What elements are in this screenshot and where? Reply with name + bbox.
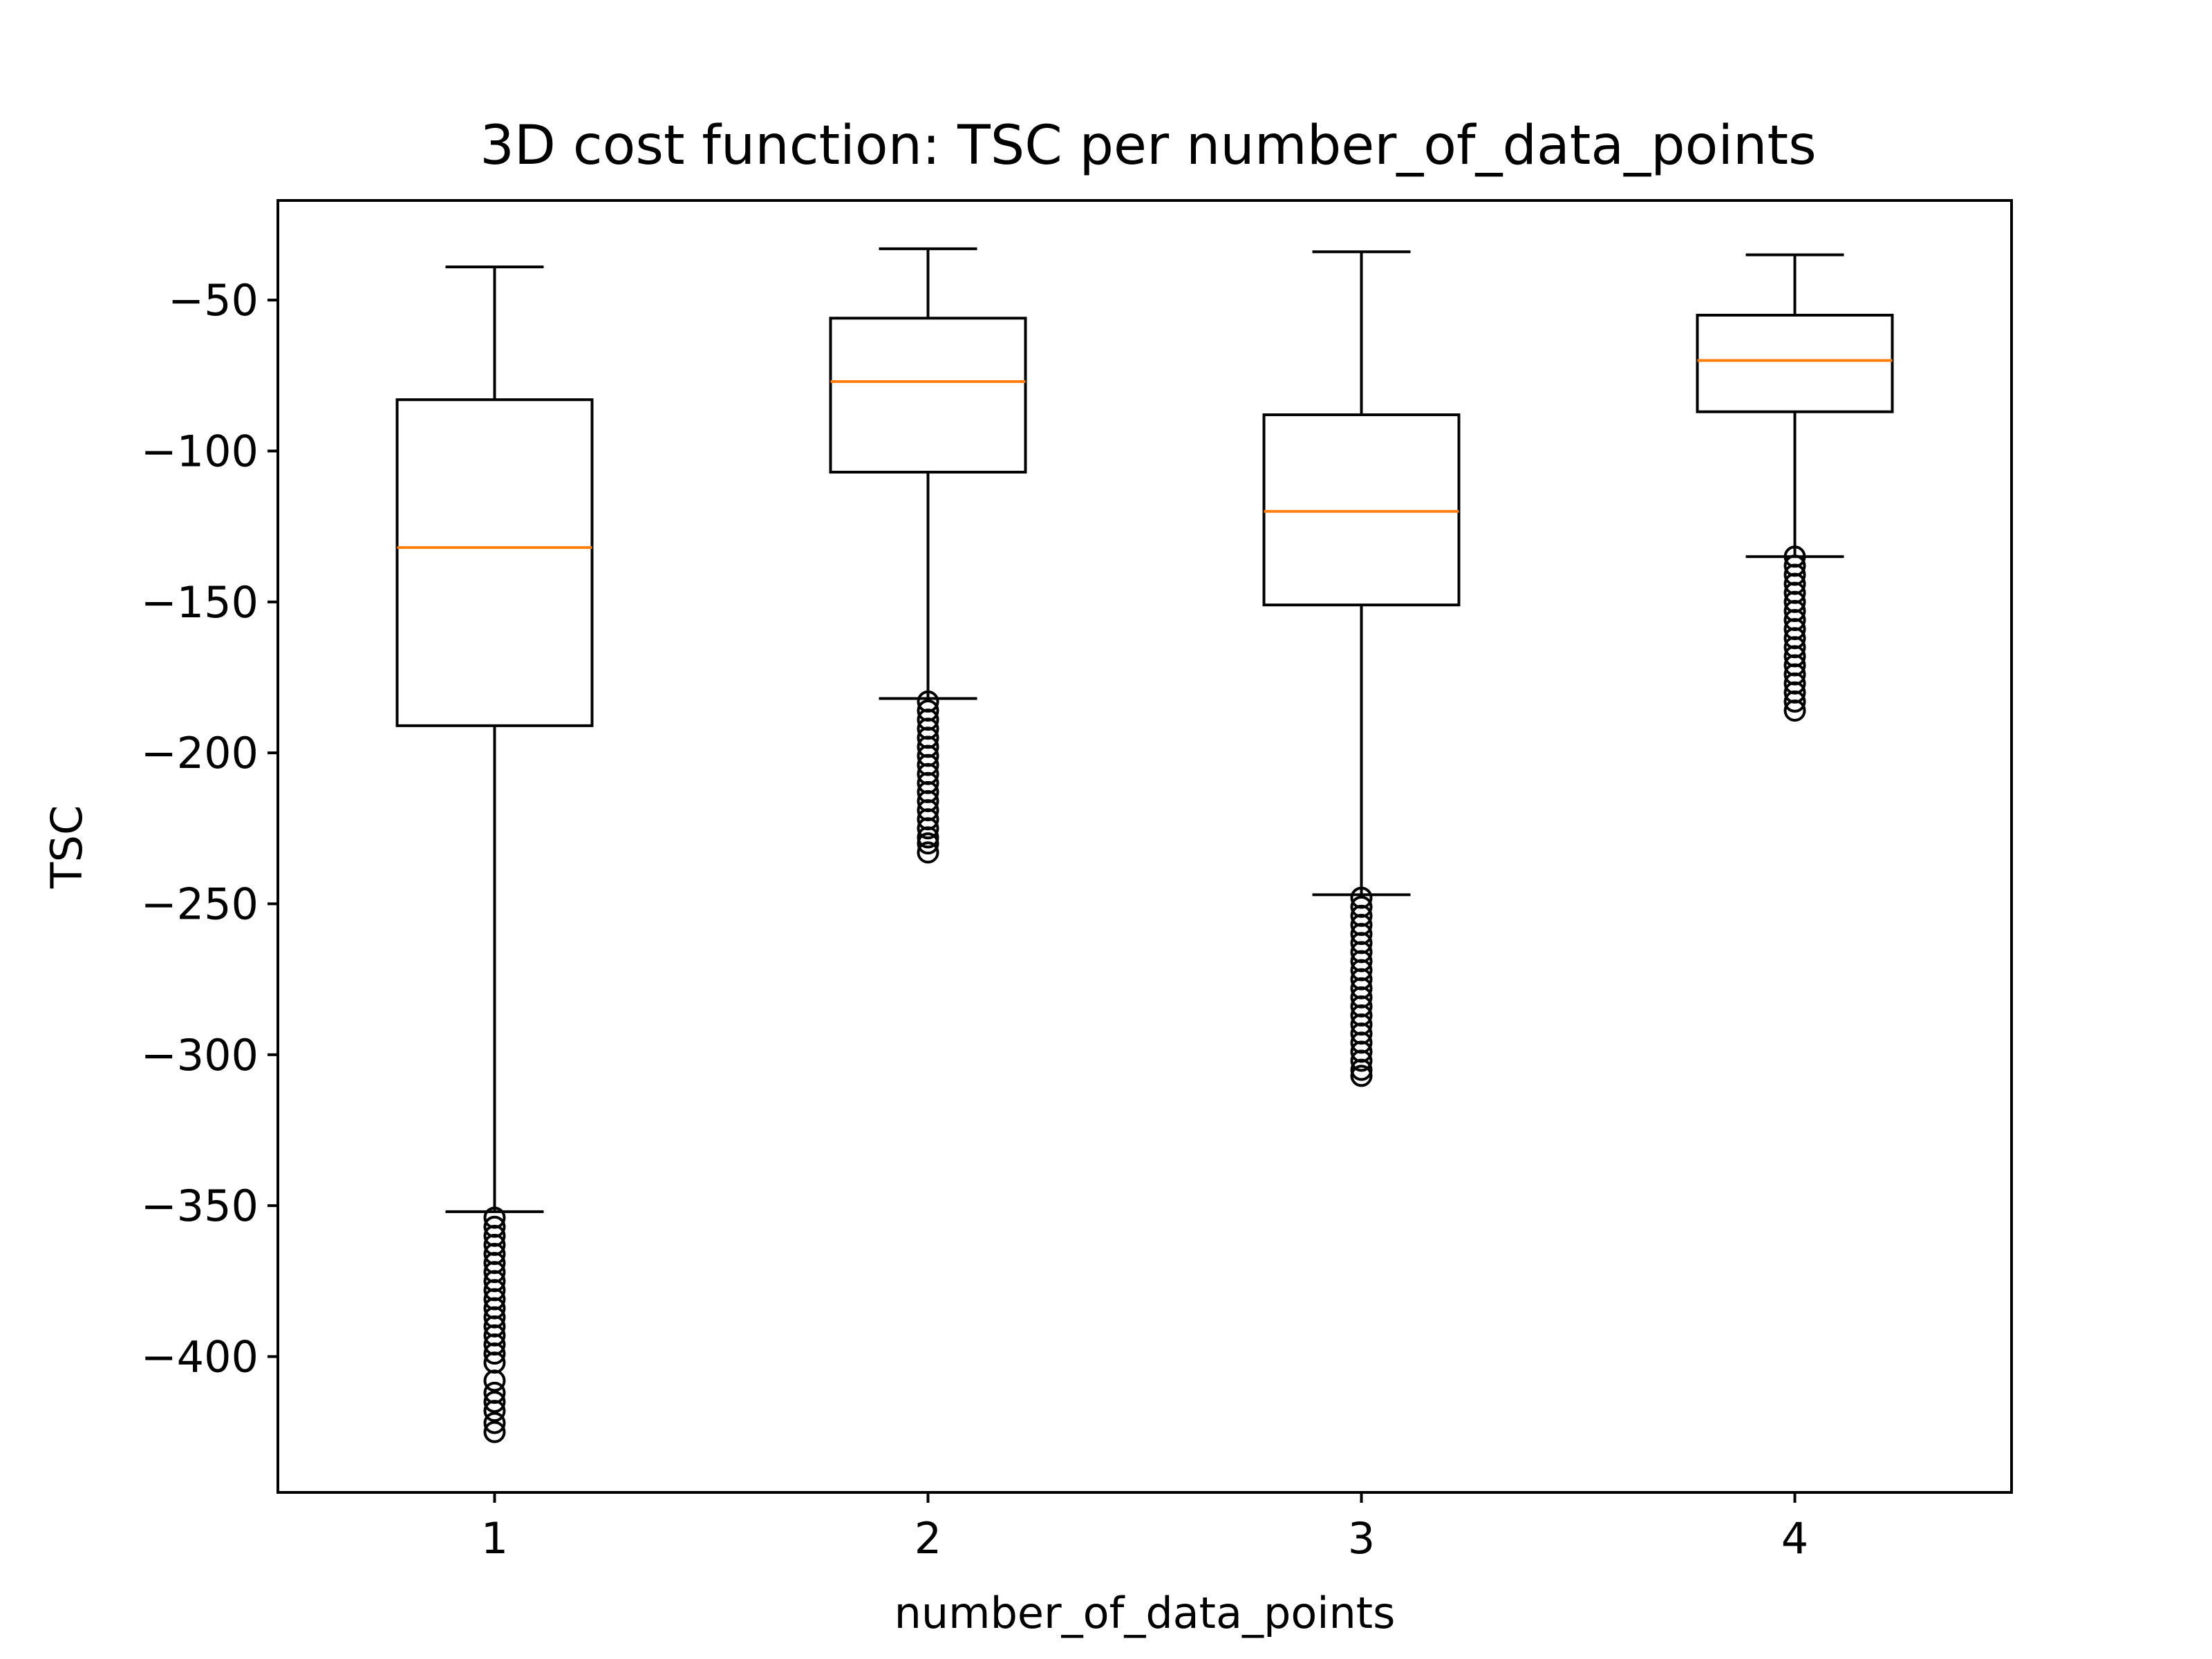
box-iqr <box>829 317 1027 474</box>
outlier-point <box>483 1400 506 1423</box>
box-iqr <box>1696 313 1894 413</box>
outlier-point <box>483 1369 506 1392</box>
plot-frame <box>276 199 2013 1494</box>
box-iqr <box>1262 413 1461 607</box>
x-axis-label: number_of_data_points <box>894 1588 1396 1638</box>
x-tick-label: 1 <box>481 1513 508 1564</box>
outlier-point <box>483 1342 506 1365</box>
plot-content <box>395 247 1894 1443</box>
y-axis-label: TSC <box>41 805 92 890</box>
outlier-point <box>1783 690 1806 713</box>
box-group-2 <box>829 247 1027 864</box>
x-tick-label: 4 <box>1781 1513 1808 1564</box>
outlier-point <box>1350 1058 1373 1081</box>
outlier-point <box>917 826 939 849</box>
outlier-point <box>917 841 939 864</box>
box-iqr <box>395 398 594 727</box>
outlier-point <box>1783 699 1806 722</box>
y-tick-label: −300 <box>141 1030 259 1080</box>
box-group-1 <box>395 265 594 1443</box>
outlier-point <box>917 817 939 840</box>
outlier-point <box>483 1412 506 1434</box>
x-tick-label: 3 <box>1348 1513 1375 1564</box>
box-group-4 <box>1696 253 1894 722</box>
y-tick-label: −250 <box>141 879 259 929</box>
y-tick-label: −50 <box>168 275 259 326</box>
y-tick-label: −150 <box>141 577 259 628</box>
outlier-point <box>1350 1065 1373 1087</box>
y-axis: −400 −350 −300 −250 −200 −150 −100 −50 <box>141 275 278 1382</box>
outlier-point <box>917 832 939 855</box>
y-tick-label: −100 <box>141 426 259 476</box>
y-tick-label: −350 <box>141 1181 259 1231</box>
chart-title: 3D cost function: TSC per number_of_data… <box>480 115 1816 177</box>
outlier-point <box>483 1390 506 1413</box>
y-tick-label: −400 <box>141 1331 259 1382</box>
box-group-3 <box>1262 250 1461 1087</box>
x-axis: 1 2 3 4 <box>481 1492 1808 1564</box>
outlier-point <box>483 1421 506 1443</box>
y-tick-label: −200 <box>141 728 259 778</box>
outlier-point <box>1350 1049 1373 1072</box>
x-tick-label: 2 <box>915 1513 941 1564</box>
